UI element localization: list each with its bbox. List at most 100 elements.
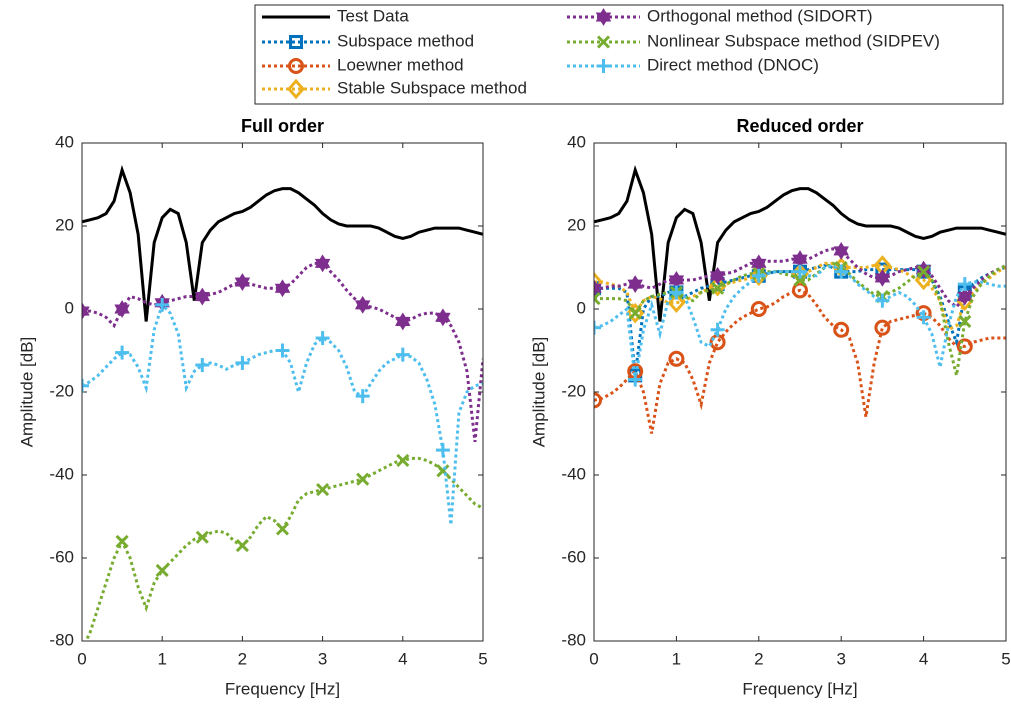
marker	[751, 268, 766, 283]
legend-label: Loewner method	[337, 55, 464, 74]
marker	[709, 266, 726, 285]
marker	[956, 338, 973, 355]
marker	[875, 293, 890, 308]
marker-square	[289, 35, 303, 49]
marker-hexagram	[627, 275, 643, 294]
marker-hexagram	[194, 287, 211, 306]
marker-x	[316, 482, 330, 497]
x-tick-label: 0	[589, 649, 598, 668]
marker-hexagram	[833, 241, 849, 260]
marker	[194, 287, 211, 306]
marker	[957, 287, 973, 306]
marker-hexagram	[314, 254, 331, 273]
legend-box	[254, 4, 1004, 105]
marker	[594, 392, 602, 409]
x-tick-label: 4	[919, 649, 928, 668]
marker-x	[155, 563, 169, 578]
y-tick-label: 0	[65, 298, 74, 317]
y-tick-label: 40	[55, 132, 74, 151]
marker	[594, 320, 601, 335]
y-tick-label: 20	[567, 215, 586, 234]
marker-x	[275, 522, 290, 536]
marker-x	[356, 472, 370, 486]
marker	[234, 273, 251, 291]
marker-x	[596, 35, 611, 49]
marker-hexagram	[709, 266, 726, 285]
y-axis-label: Amplitude [dB]	[529, 337, 548, 448]
x-tick-label: 1	[157, 649, 166, 668]
marker	[710, 322, 725, 337]
marker-hexagram	[82, 302, 90, 320]
marker	[195, 358, 210, 373]
marker-diamond	[287, 78, 305, 100]
marker	[793, 273, 807, 287]
marker-circle	[750, 301, 767, 317]
marker-circle	[288, 58, 304, 74]
marker	[958, 314, 972, 329]
legend-label: Subspace method	[337, 31, 474, 50]
marker-hexagram	[274, 279, 291, 298]
marker	[235, 538, 249, 553]
marker	[195, 530, 209, 544]
marker	[155, 563, 169, 578]
marker	[792, 250, 808, 269]
chart-title: Full order	[241, 116, 324, 136]
y-tick-label: -20	[49, 381, 74, 400]
marker	[595, 8, 612, 26]
x-tick-label: 4	[398, 649, 407, 668]
marker	[395, 312, 411, 331]
x-tick-label: 2	[238, 649, 247, 668]
marker	[874, 268, 891, 287]
marker	[668, 350, 685, 367]
marker	[355, 389, 370, 404]
series-line	[594, 288, 1006, 434]
marker	[594, 281, 601, 296]
marker-square	[594, 281, 601, 296]
marker-x	[917, 265, 931, 279]
marker	[628, 306, 642, 320]
marker	[289, 35, 303, 49]
legend-label: Orthogonal method (SIDORT)	[647, 6, 873, 25]
legend-label: Direct method (DNOC)	[647, 55, 819, 74]
marker-x	[396, 453, 410, 468]
marker	[711, 281, 725, 295]
marker	[627, 275, 643, 294]
x-tick-label: 0	[77, 649, 86, 668]
marker	[114, 300, 130, 318]
marker-hexagram	[395, 312, 411, 331]
y-tick-label: -80	[49, 630, 74, 649]
legend-label: Stable Subspace method	[337, 78, 527, 97]
marker	[288, 58, 304, 74]
marker-diamond	[594, 271, 603, 293]
marker-circle	[594, 392, 602, 409]
y-tick-label: 40	[567, 132, 586, 151]
marker-circle	[874, 319, 891, 336]
marker	[594, 271, 603, 293]
marker	[354, 295, 371, 314]
marker-x	[195, 530, 209, 544]
marker	[275, 522, 290, 536]
x-axis-label: Frequency [Hz]	[225, 679, 340, 698]
y-tick-label: -40	[561, 464, 586, 483]
y-tick-label: -40	[49, 464, 74, 483]
marker	[596, 35, 611, 49]
plot-area	[594, 164, 1006, 434]
y-tick-label: -60	[561, 547, 586, 566]
marker	[628, 372, 643, 387]
marker	[287, 78, 305, 100]
y-axis-label: Amplitude [dB]	[17, 337, 36, 448]
marker-x	[235, 538, 249, 553]
marker	[833, 321, 850, 338]
marker	[235, 355, 250, 370]
marker-hexagram	[234, 273, 251, 291]
marker-x	[594, 296, 601, 306]
plot-area	[82, 164, 483, 641]
marker	[916, 310, 931, 325]
marker	[596, 59, 611, 73]
y-tick-label: 0	[577, 298, 586, 317]
marker	[356, 472, 370, 486]
marker	[874, 319, 891, 336]
legend-label: Test Data	[337, 6, 409, 25]
marker	[115, 345, 130, 360]
